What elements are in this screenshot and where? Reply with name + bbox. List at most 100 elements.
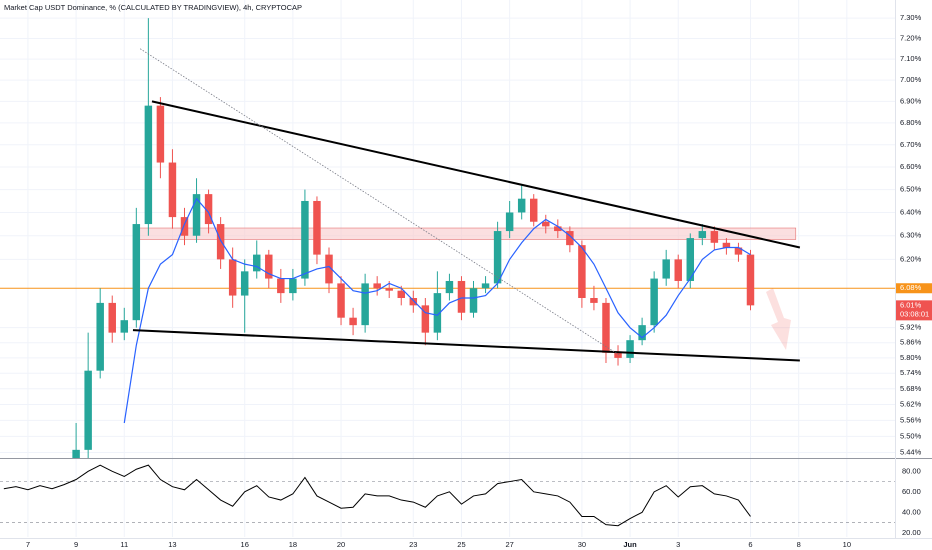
x-tick-label: 25 — [457, 540, 465, 549]
candle-body — [445, 280, 454, 294]
price-badge — [896, 283, 932, 294]
candle-body — [734, 247, 743, 255]
chart-title: Market Cap USDT Dominance, % (CALCULATED… — [4, 3, 302, 12]
candle-body — [457, 280, 466, 313]
candle-body — [72, 449, 80, 458]
countdown-label: 03:08:01 — [900, 309, 929, 318]
x-tick-label: 9 — [74, 540, 78, 549]
x-tick-label: 30 — [578, 540, 586, 549]
candle-body — [132, 224, 141, 321]
price-pane — [0, 18, 895, 458]
candle-body — [602, 302, 610, 353]
y-tick-label: 6.20% — [900, 254, 922, 263]
candle-body — [168, 162, 177, 218]
candle-body — [253, 254, 261, 272]
y-tick-label: 6.60% — [900, 162, 922, 171]
y-tick-label: 7.10% — [900, 54, 922, 63]
y-tick-label: 5.62% — [900, 399, 922, 408]
candle-body — [686, 238, 695, 281]
candle-body — [469, 288, 478, 313]
x-tick-label: 8 — [797, 540, 801, 549]
y-tick-label: 5.44% — [900, 448, 922, 457]
candle-body — [529, 198, 538, 222]
candle-body — [722, 242, 731, 248]
y-tick-label: 6.90% — [900, 96, 922, 105]
moving-average — [123, 197, 751, 424]
x-tick-label: 23 — [409, 540, 417, 549]
candle-body — [662, 259, 670, 279]
y-tick-label: 7.30% — [900, 13, 922, 22]
candle-body — [554, 226, 562, 232]
candle-body — [301, 200, 309, 279]
candle-body — [313, 200, 321, 255]
candle-body — [566, 231, 574, 246]
candle-body — [120, 320, 129, 333]
candle-body — [180, 217, 189, 236]
candle-body — [325, 254, 333, 284]
trendline — [132, 329, 800, 362]
candle-body — [96, 302, 104, 371]
candle-body — [433, 293, 442, 333]
candle-body — [337, 283, 345, 318]
candle-body — [650, 278, 658, 326]
rsi-pane — [0, 464, 895, 527]
candle-body — [517, 198, 526, 213]
candle-body — [421, 305, 430, 333]
candle-body — [277, 278, 285, 294]
rsi-tick-label: 80.00 — [902, 466, 921, 475]
price-badge — [896, 300, 932, 321]
candle-body — [505, 212, 514, 232]
x-tick-label: 20 — [337, 540, 345, 549]
x-tick-label: 6 — [748, 540, 752, 549]
x-tick-label: 10 — [843, 540, 851, 549]
candle-body — [204, 194, 213, 225]
x-tick-label: Jun — [623, 540, 637, 549]
candle-body — [373, 283, 381, 289]
x-tick-label: 7 — [26, 540, 30, 549]
candle-body — [156, 105, 165, 163]
x-tick-label: 18 — [289, 540, 297, 549]
axes: 7.30% 7.20% 7.10% 7.00% 6.90% 6.80% 6.70% 6.60%… — [26, 13, 932, 549]
y-tick-label: 6.40% — [900, 207, 922, 216]
candle-body — [265, 254, 273, 279]
y-tick-label: 5.50% — [900, 431, 922, 440]
candle-body — [144, 105, 153, 225]
price-badge-label: 6.01% — [900, 300, 922, 309]
y-tick-label: 7.20% — [900, 33, 922, 42]
y-tick-label: 7.00% — [900, 75, 922, 84]
x-tick-label: 13 — [168, 540, 176, 549]
candle-body — [578, 245, 586, 298]
candle-body — [240, 271, 249, 296]
candle-body — [590, 297, 598, 303]
resistance-zone — [135, 227, 797, 240]
y-tick-label: 6.80% — [900, 118, 922, 127]
candle-body — [493, 231, 502, 284]
candle-body — [397, 290, 405, 298]
candle-body — [614, 352, 622, 358]
rsi-tick-label: 40.00 — [902, 507, 921, 516]
y-tick-label: 5.68% — [900, 384, 922, 393]
candle-body — [674, 259, 682, 281]
y-tick-label: 5.74% — [900, 368, 922, 377]
candle-body — [746, 254, 755, 306]
candle-body — [638, 325, 646, 341]
rsi-tick-label: 20.00 — [902, 528, 921, 537]
candle-body — [192, 194, 201, 236]
candle-body — [289, 278, 297, 294]
y-tick-label: 6.50% — [900, 185, 922, 194]
candle-body — [710, 231, 719, 243]
candle-body — [216, 224, 225, 260]
y-tick-label: 5.80% — [900, 353, 922, 362]
price-badge-label: 6.08% — [900, 283, 922, 292]
candle-body — [481, 283, 490, 289]
x-tick-label: 11 — [120, 540, 128, 549]
y-tick-label: 5.86% — [900, 338, 922, 347]
candle-body — [626, 340, 634, 358]
y-tick-label: 6.30% — [900, 231, 922, 240]
trendline — [139, 48, 620, 356]
candle-body — [361, 283, 369, 326]
candle-body — [698, 231, 707, 239]
arrow-annotation — [766, 288, 791, 350]
x-tick-label: 27 — [505, 540, 513, 549]
